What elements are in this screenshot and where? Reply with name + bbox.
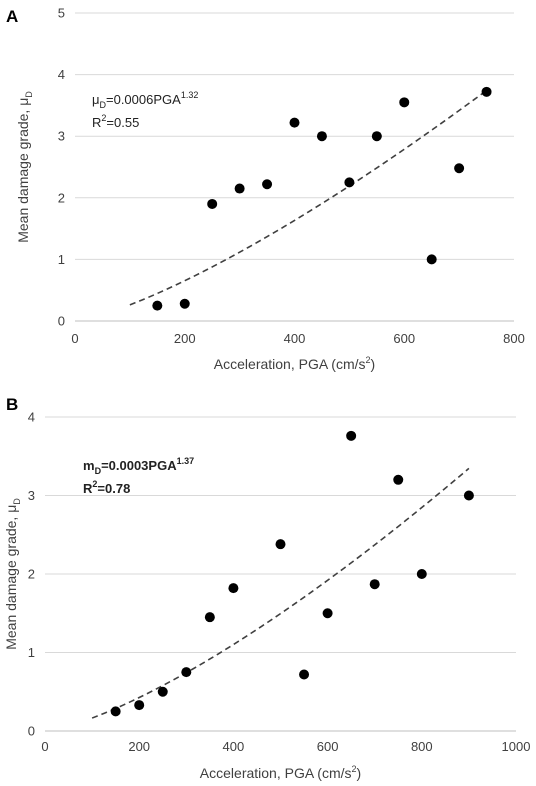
panel-a-data-point [234,183,245,194]
panel-b-x-tick-label: 0 [41,739,48,754]
panel-b-equation-exponent: 1.37 [177,456,195,466]
panel-b-data-point [416,569,427,579]
panel-b-equation-rhs: =0.0003PGA [101,458,177,473]
panel-b-x-tick-label: 800 [411,739,433,754]
panel-b-equation-lhs: m [83,458,95,473]
panel-a-data-point [426,254,437,265]
panel-a-y-axis-title-main: Mean damage grade, μ [15,98,31,243]
chart-panel-b: B 0 1 2 3 4 0 200 400 600 800 1000 Acceleration, PG… [3,395,530,781]
panel-a-x-tick-label: 200 [174,331,196,346]
panel-b-y-tick-label: 3 [28,488,35,503]
panel-a-data-point [152,300,163,311]
panel-a-y-tick-label: 0 [58,314,65,329]
panel-a-x-tick-label: 600 [393,331,415,346]
panel-a-x-axis-title: Acceleration, PGA (cm/s2) [214,355,375,372]
panel-b-data-point [369,579,380,590]
panel-a-x-axis-title-sup: 2 [366,355,371,365]
panel-a-data-point [179,298,190,309]
panel-b-y-tick-label: 2 [28,567,35,582]
panel-a-y-tick-label: 1 [58,252,65,267]
panel-b-data-point [228,583,239,594]
panel-b-data-point [157,686,168,697]
panel-b-data-point [463,490,474,501]
panel-b-r-squared-value: =0.78 [97,481,130,496]
panel-a-data-point [207,198,218,209]
panel-b-y-tick-label: 4 [28,410,35,425]
panel-b-data-point [346,430,357,441]
panel-a-equation-exponent: 1.32 [181,90,199,100]
panel-a-data-point [316,131,327,142]
panel-letter-b: B [6,395,18,414]
panel-b-equation-lhs-sub: D [95,466,102,476]
chart-panel-a: A 0 1 2 3 4 5 0 200 400 600 800 Acceleration, PGA (… [6,6,525,373]
panel-b-trendline [91,467,470,719]
panel-b-x-axis-title-main: Acceleration, PGA (cm/s [200,765,352,781]
panel-a-y-axis-title: Mean damage grade, μD [15,91,34,243]
panel-b-x-tick-label: 200 [128,739,150,754]
panel-a-data-point [481,86,492,97]
panel-a-equation-lhs: μ [92,92,100,107]
panel-a-data-point [454,163,465,174]
panel-b-equation-label: mD=0.0003PGA1.37 [83,456,194,476]
panel-b-y-axis-title: Mean damage grade, μD [3,498,22,650]
panel-a-equation-lhs-sub: D [100,100,107,110]
panel-a-data-point [262,179,273,190]
panel-b-x-axis-title: Acceleration, PGA (cm/s2) [200,764,361,781]
panel-a-y-tick-label: 4 [58,67,65,82]
panel-a-x-tick-label: 0 [71,331,78,346]
panel-b-y-axis-title-main: Mean damage grade, μ [3,505,19,650]
panel-a-data-point [289,117,300,128]
panel-b-data-point [134,700,145,711]
panel-b-r-squared-sup: 2 [92,479,97,489]
panel-a-x-tick-label: 400 [284,331,306,346]
panel-a-x-axis-title-end: ) [371,356,376,372]
panel-a-data-point [371,131,382,142]
panel-b-data-point [181,667,192,678]
panel-a-y-tick-label: 3 [58,129,65,144]
panel-a-x-axis-title-main: Acceleration, PGA (cm/s [214,356,366,372]
panel-b-x-tick-label: 600 [317,739,339,754]
panel-b-data-point [275,539,286,550]
panel-a-r-squared-r: R [92,115,101,130]
panel-b-r-squared-r: R [83,481,93,496]
panel-a-equation-rhs: =0.0006PGA [106,92,181,107]
panel-b-data-point [299,669,310,680]
panel-b-data-point [110,706,121,717]
panel-a-y-tick-label: 2 [58,190,65,205]
panel-b-x-axis-title-end: ) [357,765,362,781]
panel-a-x-tick-label: 800 [503,331,525,346]
panel-b-y-tick-label: 1 [28,645,35,660]
panel-a-data-point [344,177,355,188]
panel-b-x-tick-label: 1000 [502,739,531,754]
panel-b-r-squared-label: R2=0.78 [83,479,130,496]
panel-letter-a: A [6,7,18,26]
panel-a-trendline [129,89,488,306]
panel-b-y-tick-label: 0 [28,724,35,739]
panel-a-r-squared-value: =0.55 [106,115,139,130]
panel-b-data-point [204,612,215,623]
panel-a-equation-label: μD=0.0006PGA1.32 [92,90,198,110]
panel-b-y-axis-title-sub: D [12,498,22,505]
panel-a-y-tick-label: 5 [58,6,65,21]
panel-a-y-axis-title-sub: D [24,91,34,98]
panel-b-data-point [393,474,404,485]
panel-a-data-point [399,97,410,108]
panel-b-data-point [322,608,333,619]
panel-b-x-tick-label: 400 [223,739,245,754]
panel-a-r-squared-label: R2=0.55 [92,113,139,130]
panel-b-x-axis-title-sup: 2 [352,764,357,774]
panel-a-r-squared-sup: 2 [101,113,106,123]
